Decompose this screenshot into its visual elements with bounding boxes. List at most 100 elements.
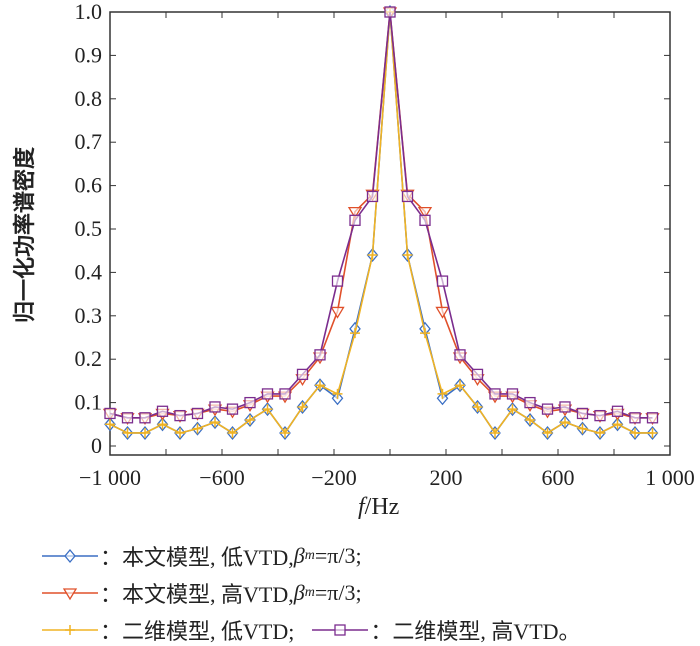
- data-point-triangle-down: [417, 206, 433, 219]
- legend-marker-glyph: [65, 625, 75, 635]
- data-point-plus: [437, 388, 448, 399]
- axes-frame: [109, 11, 671, 456]
- data-point-square: [279, 388, 291, 400]
- data-point-plus: [630, 427, 640, 438]
- data-point-square: [436, 275, 449, 287]
- legend-item-3: ：二维模型, 低VTD; ：二维模型, 高VTD。: [40, 614, 581, 646]
- data-point-square: [226, 403, 239, 415]
- y-tick-label: 0.6: [75, 173, 103, 198]
- legend-marker-glyph: [334, 624, 346, 636]
- data-point-square: [489, 388, 501, 400]
- data-point-plus: [350, 328, 360, 339]
- data-point-square: [506, 388, 519, 400]
- x-axis-label-var: f: [358, 494, 365, 520]
- data-point-plus: [192, 423, 203, 434]
- data-point-plus: [297, 401, 308, 412]
- data-point-plus: [332, 388, 343, 399]
- y-tick-label: 0.7: [75, 129, 103, 154]
- data-point-plus: [175, 427, 185, 438]
- legend-text: ：二维模型, 高VTD。: [370, 619, 581, 644]
- x-axis-label-unit: /Hz: [364, 494, 400, 520]
- data-point-square: [156, 405, 169, 417]
- legend-marker-glyph: [64, 548, 76, 564]
- data-point-plus: [420, 328, 430, 339]
- data-point-square: [314, 349, 326, 361]
- data-point-square: [296, 368, 309, 381]
- data-point-plus: [122, 427, 133, 438]
- y-tick-label: 0.2: [75, 346, 103, 371]
- y-axis-label: 归一化功率谱密度: [13, 147, 38, 324]
- data-point-square: [139, 412, 151, 424]
- legend-text: ：本文模型, 低VTD,: [100, 545, 294, 570]
- legend-item-2: ：本文模型, 高VTD, β m =π/3;: [40, 577, 362, 609]
- data-point-square: [611, 405, 624, 417]
- data-point-square: [261, 388, 274, 400]
- data-point-plus: [525, 414, 535, 425]
- data-point-plus: [507, 404, 518, 415]
- data-point-square: [384, 6, 396, 18]
- data-point-square: [174, 409, 186, 422]
- y-tick-label: 0.4: [75, 259, 103, 284]
- legend-item-1: ：本文模型, 低VTD, β m =π/3;: [40, 540, 362, 572]
- data-point-plus: [367, 250, 378, 261]
- data-point-plus: [490, 427, 500, 438]
- y-tick-label: 0: [91, 433, 102, 458]
- x-tick-label: −200: [311, 465, 356, 490]
- legend-marker-square: [312, 624, 369, 636]
- legend-sub: m: [304, 585, 315, 600]
- data-point-plus: [262, 404, 273, 415]
- legend-marker-glyph: [62, 588, 78, 601]
- legend-beta: β: [293, 543, 305, 568]
- data-point-plus: [647, 427, 658, 438]
- x-tick-label: 600: [542, 465, 575, 490]
- legend-suffix: =π/3;: [314, 580, 362, 605]
- x-tick-label: 1 000: [645, 465, 695, 490]
- y-tick-label: 0.9: [75, 42, 103, 67]
- data-point-plus: [315, 380, 325, 391]
- y-tick-label: 0.3: [75, 303, 103, 328]
- legend-suffix: =π/3;: [314, 543, 362, 568]
- y-tick-label: 0.5: [75, 216, 103, 241]
- data-point-plus: [210, 417, 220, 428]
- data-point-square: [419, 214, 431, 226]
- data-point-plus: [472, 401, 483, 412]
- data-point-square: [349, 214, 361, 226]
- data-point-square: [524, 396, 536, 409]
- data-point-square: [331, 275, 344, 287]
- data-point-triangle-down: [435, 306, 450, 319]
- data-point-plus: [542, 427, 553, 438]
- data-point-plus: [560, 417, 570, 428]
- data-point-square: [401, 190, 414, 203]
- series-line-1: [109, 11, 653, 435]
- legend-beta: β: [293, 580, 305, 605]
- data-point-square: [594, 409, 606, 422]
- data-point-square: [209, 401, 221, 413]
- data-point-square: [121, 412, 134, 424]
- data-point-square: [559, 401, 571, 413]
- data-point-plus: [455, 380, 465, 391]
- data-point-square: [366, 190, 379, 203]
- plot-area: −1 000 −600 −200 200 600 1 000 0 0.1 0.2 0.3 0.4 0.…: [75, 0, 695, 490]
- y-tick-label: 0.8: [75, 86, 103, 111]
- data-point-square: [646, 412, 659, 424]
- data-point-square: [471, 368, 484, 381]
- data-point-square: [454, 349, 466, 361]
- data-point-plus: [280, 427, 290, 438]
- data-point-square: [244, 396, 256, 409]
- series-line-3: [109, 11, 653, 435]
- data-point-square: [576, 407, 589, 420]
- data-point-square: [629, 412, 641, 424]
- data-point-plus: [140, 427, 150, 438]
- data-point-square: [104, 407, 116, 420]
- data-point-triangle-down: [347, 206, 363, 219]
- data-point-triangle-down: [330, 306, 345, 319]
- x-tick-label: 200: [430, 465, 463, 490]
- legend-text: ：二维模型, 低VTD;: [100, 619, 295, 644]
- data-point-plus: [402, 250, 413, 261]
- data-point-plus: [105, 419, 115, 430]
- data-point-square: [191, 407, 204, 420]
- data-point-plus: [595, 427, 605, 438]
- legend-marker-triangle: [42, 588, 98, 601]
- y-tick-label: 1.0: [75, 0, 103, 24]
